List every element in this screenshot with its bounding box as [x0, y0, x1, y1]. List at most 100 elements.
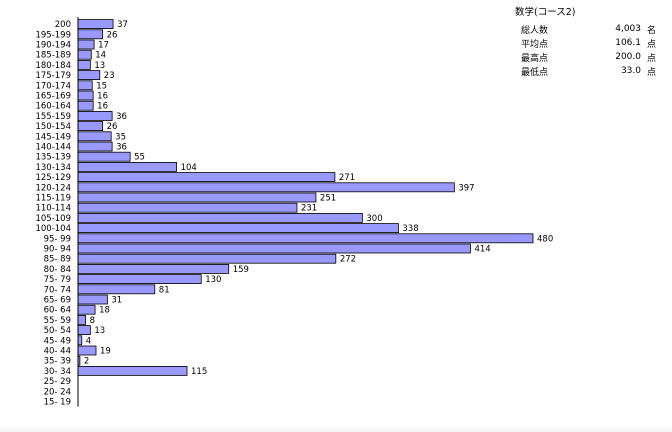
- stats-unit: 点: [647, 39, 657, 50]
- bar: [77, 182, 455, 193]
- bar: [77, 111, 113, 121]
- category-label: 125-129: [35, 173, 71, 183]
- category-label: 195-199: [35, 30, 71, 40]
- value-label: 251: [320, 194, 336, 204]
- value-label: 26: [107, 30, 118, 40]
- bar: [77, 345, 97, 356]
- value-label: 13: [94, 326, 105, 336]
- bar: [77, 223, 399, 234]
- stats-panel: 数学(コース2) 総人数 4,003 名 平均点 106.1 点 最高点 200…: [515, 4, 656, 78]
- stats-row-min: 最低点 33.0 点: [515, 64, 656, 78]
- category-label: 200: [55, 20, 71, 30]
- category-label: 190-194: [35, 41, 71, 51]
- bar: [77, 365, 188, 376]
- category-label: 155-159: [35, 112, 71, 122]
- value-label: 414: [474, 245, 490, 255]
- value-label: 19: [100, 347, 111, 357]
- category-label: 105-109: [35, 214, 71, 224]
- bar: [77, 141, 113, 152]
- bar: [77, 29, 104, 40]
- category-label: 160-164: [35, 102, 71, 112]
- value-label: 480: [537, 234, 553, 244]
- bar-group: [77, 19, 534, 376]
- value-label-group: 3726171413231516163626353655104271397251…: [84, 20, 553, 377]
- value-label: 130: [205, 275, 221, 285]
- bar: [77, 172, 336, 183]
- value-label: 37: [117, 20, 128, 30]
- category-label: 185-189: [35, 51, 71, 61]
- bar: [77, 294, 108, 305]
- category-label: 40- 44: [44, 347, 71, 357]
- value-label: 17: [98, 41, 109, 51]
- stats-value: 33.0: [620, 66, 641, 76]
- value-label: 31: [111, 296, 122, 306]
- category-label: 130-134: [35, 163, 71, 173]
- stats-label: 平均点: [521, 39, 549, 50]
- category-label: 70- 74: [44, 285, 71, 295]
- value-label: 4: [86, 336, 91, 346]
- category-label: 115-119: [35, 194, 71, 204]
- category-label: 100-104: [35, 224, 71, 234]
- stats-unit: 点: [647, 67, 657, 78]
- value-label: 81: [159, 285, 170, 295]
- value-label: 300: [366, 214, 382, 224]
- bar: [77, 100, 94, 111]
- value-label: 338: [402, 224, 418, 234]
- bar: [77, 202, 298, 213]
- value-label: 15: [96, 81, 107, 91]
- bar: [77, 212, 363, 223]
- category-label: 120-124: [35, 183, 71, 193]
- value-label: 2: [84, 357, 89, 367]
- bar: [77, 325, 91, 336]
- category-label: 75- 79: [44, 275, 71, 285]
- category-label: 60- 64: [44, 306, 71, 316]
- value-label: 26: [107, 122, 118, 132]
- category-label: 140-144: [35, 143, 71, 153]
- category-label: 80- 84: [44, 265, 71, 275]
- value-label: 55: [134, 153, 145, 163]
- bar: [77, 60, 91, 70]
- bar: [77, 253, 337, 264]
- bar: [77, 90, 94, 101]
- value-label: 13: [94, 61, 105, 71]
- category-label: 15- 19: [44, 398, 71, 408]
- value-label: 35: [115, 132, 126, 142]
- bar: [77, 314, 86, 325]
- category-label: 35- 39: [44, 357, 71, 367]
- category-label-group: 200195-199190-194185-189180-184175-17917…: [35, 20, 71, 407]
- stats-value: 200.0: [615, 52, 641, 62]
- category-label: 50- 54: [44, 326, 71, 336]
- category-label: 145-149: [35, 132, 71, 142]
- bar: [77, 233, 534, 244]
- value-label: 104: [181, 163, 197, 173]
- category-label: 45- 49: [44, 336, 71, 346]
- value-label: 8: [90, 316, 95, 326]
- stats-value: 106.1: [615, 38, 641, 48]
- bottom-edge: [0, 426, 672, 432]
- category-label: 30- 34: [44, 367, 71, 377]
- stats-unit: 点: [647, 53, 657, 64]
- bar: [77, 70, 101, 80]
- category-label: 85- 89: [44, 255, 71, 265]
- category-label: 150-154: [35, 122, 71, 132]
- category-label: 110-114: [35, 204, 71, 214]
- category-label: 170-174: [35, 81, 71, 91]
- stats-unit: 名: [647, 25, 657, 36]
- bar: [77, 335, 83, 346]
- stats-label: 総人数: [521, 25, 549, 36]
- bar: [77, 131, 112, 142]
- value-label: 16: [97, 102, 108, 112]
- value-label: 271: [339, 173, 355, 183]
- category-label: 20- 24: [44, 387, 71, 397]
- value-label: 16: [97, 92, 108, 102]
- bar: [77, 243, 471, 254]
- category-label: 165-169: [35, 92, 71, 102]
- category-label: 25- 29: [44, 377, 71, 387]
- bar: [77, 49, 92, 60]
- stats-title: 数学(コース2): [515, 7, 576, 18]
- value-label: 36: [116, 112, 127, 122]
- bar: [77, 19, 114, 30]
- bar: [77, 161, 177, 172]
- value-label: 159: [233, 265, 249, 275]
